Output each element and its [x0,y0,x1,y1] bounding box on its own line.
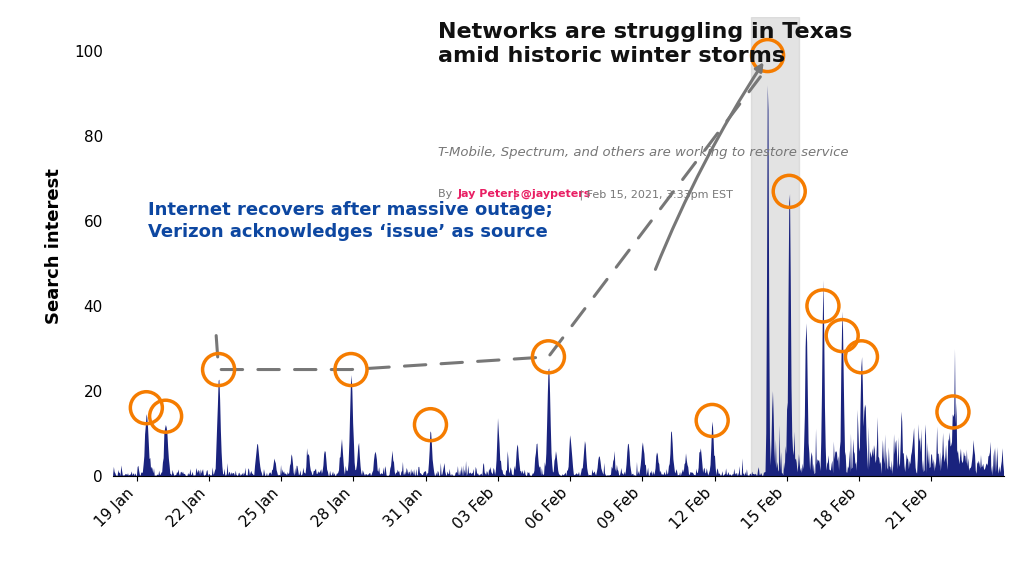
Text: Jay Peters: Jay Peters [458,189,520,199]
Text: | @jaypeters: | @jaypeters [509,189,591,200]
Y-axis label: Search interest: Search interest [45,169,62,324]
Bar [751,17,799,476]
Text: By: By [438,189,456,199]
Text: T-Mobile, Spectrum, and others are working to restore service: T-Mobile, Spectrum, and others are worki… [438,146,848,159]
Text: Networks are struggling in Texas
amid historic winter storms: Networks are struggling in Texas amid hi… [438,22,852,66]
Text: Internet recovers after massive outage;
Verizon acknowledges ‘issue’ as source: Internet recovers after massive outage; … [148,201,553,241]
Text: | Feb 15, 2021, 3:33pm EST: | Feb 15, 2021, 3:33pm EST [575,189,733,200]
